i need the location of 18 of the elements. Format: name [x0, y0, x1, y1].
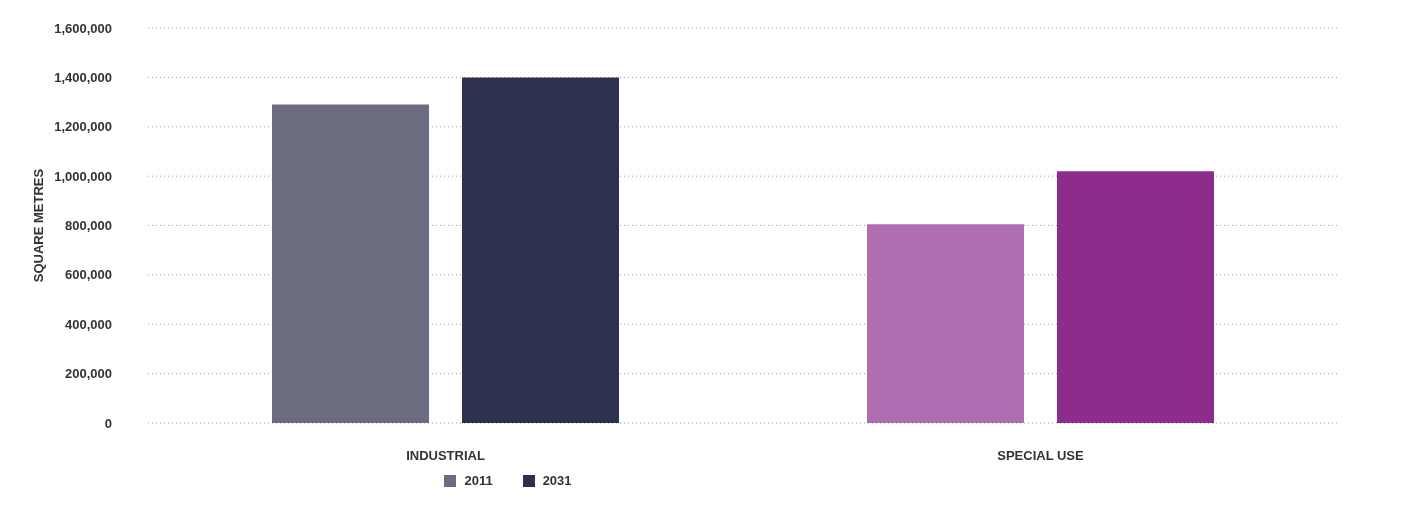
y-tick-label: 1,000,000 [54, 168, 112, 184]
y-tick-label: 600,000 [65, 267, 112, 283]
x-tick-label: SPECIAL USE [997, 448, 1085, 464]
y-axis-title: SQUARE METRES [30, 168, 46, 283]
bar [272, 104, 429, 423]
y-tick-label: 0 [104, 415, 112, 431]
bar [1057, 171, 1214, 423]
y-tick-label: 1,600,000 [54, 20, 112, 36]
legend-label: 2031 [541, 473, 572, 488]
legend-label: 2011 [463, 473, 493, 488]
y-tick-label: 400,000 [65, 316, 112, 332]
bar [867, 224, 1024, 423]
y-tick-label: 1,200,000 [54, 119, 112, 135]
y-tick-label: 200,000 [65, 366, 112, 382]
y-tick-label: 1,400,000 [54, 69, 112, 85]
x-tick-label: INDUSTRIAL [406, 448, 485, 464]
y-tick-label: 800,000 [65, 218, 112, 234]
bar [462, 77, 619, 423]
